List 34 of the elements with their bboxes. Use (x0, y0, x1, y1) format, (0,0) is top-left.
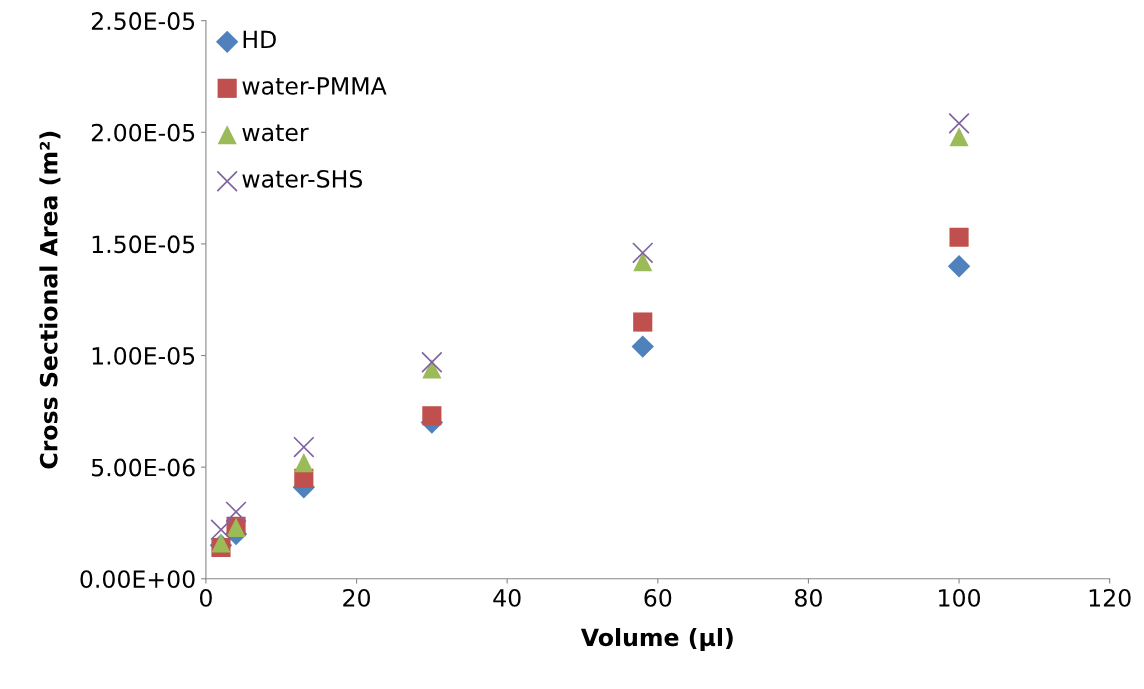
x-tick-label: 100 (939, 588, 981, 607)
y-tick-label: 1.50E-05 (92, 235, 195, 254)
point (633, 312, 653, 332)
point (947, 255, 971, 278)
point (211, 533, 231, 553)
x-tick-label: 80 (795, 588, 822, 607)
y-tick-label: 0.00E+00 (80, 570, 195, 589)
point (294, 453, 314, 473)
point (421, 351, 443, 373)
point (949, 127, 969, 147)
x-tick-label: 40 (493, 588, 521, 607)
point (293, 436, 315, 458)
point (633, 252, 653, 272)
x-tick-label: 120 (1089, 588, 1131, 607)
x-tick-label: 60 (644, 588, 672, 607)
y-tick-label: 2.00E-05 (91, 123, 195, 142)
point (632, 242, 654, 264)
y-tick-label: 2.50E-05 (91, 12, 195, 30)
point (422, 406, 442, 426)
y-tick-label: 1.00E-05 (92, 346, 195, 365)
point (225, 501, 247, 523)
y-axis-title: Cross Sectional Area (m²) (39, 131, 61, 469)
legend-label: water-SHS (242, 169, 363, 188)
legend-label: water-PMMA (242, 77, 387, 95)
x-tick-label: 0 (199, 588, 212, 607)
legend-label: water (242, 124, 309, 142)
x-axis-title: Volume (µl) (580, 628, 733, 651)
x-tick-label: 20 (343, 588, 370, 607)
point (948, 112, 970, 135)
point (949, 227, 969, 247)
y-tick-label: 5.00E-06 (91, 458, 195, 477)
point (210, 518, 232, 541)
legend-label: HD (243, 30, 276, 49)
point (631, 335, 654, 358)
